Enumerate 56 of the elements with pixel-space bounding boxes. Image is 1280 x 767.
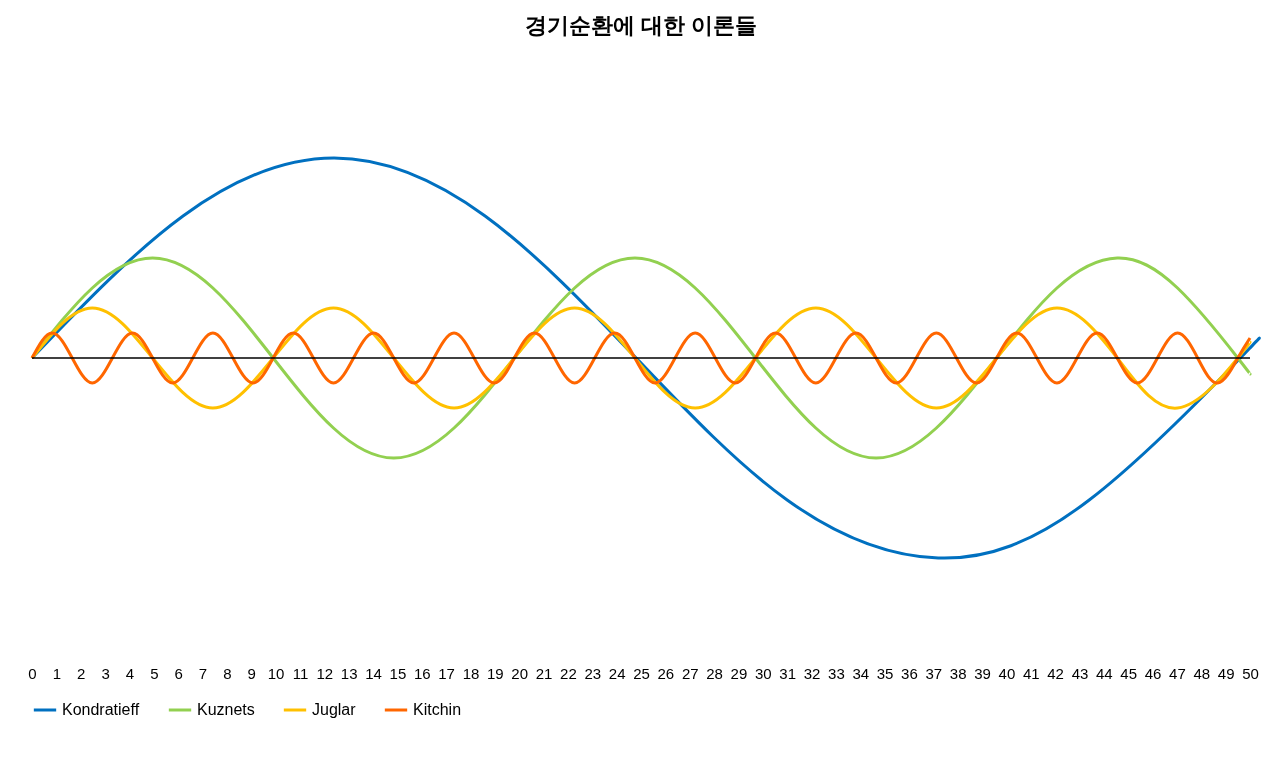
x-tick-label: 42 [1047,664,1064,682]
x-tick-label: 31 [779,664,796,682]
x-tick-label: 19 [487,664,504,682]
x-tick-label: 10 [267,664,285,682]
x-tick-label: 12 [316,664,334,682]
x-tick-label: 4 [125,664,135,682]
x-tick-label: 7 [198,664,208,682]
x-tick-label: 37 [925,664,943,682]
legend-label: Kitchin [413,701,462,718]
x-tick-label: 15 [389,664,407,682]
x-tick-label: 16 [413,664,431,682]
x-tick-label: 5 [150,664,159,682]
x-tick-label: 48 [1193,664,1211,682]
x-tick-label: 23 [584,664,602,682]
x-tick-label: 32 [803,664,821,682]
x-tick-label: 21 [535,664,553,682]
x-tick-label: 39 [974,664,991,682]
x-tick-label: 24 [608,664,626,682]
x-tick-label: 40 [998,664,1016,682]
x-tick-label: 38 [949,664,967,682]
x-tick-label: 28 [706,664,723,682]
x-tick-label: 1 [52,664,62,682]
x-tick-label: 26 [657,664,675,682]
x-tick-label: 25 [633,664,650,682]
x-tick-label: 30 [754,664,772,682]
x-tick-label: 44 [1096,664,1113,682]
x-tick-label: 2 [77,664,86,682]
x-tick-label: 3 [101,664,110,682]
x-tick-label: 0 [28,664,37,682]
x-tick-label: 13 [340,664,358,682]
legend-label: Kondratieff [62,701,140,718]
x-tick-label: 8 [223,664,232,682]
x-tick-label: 11 [292,664,309,682]
x-tick-label: 46 [1144,664,1162,682]
x-tick-label: 35 [876,664,894,682]
x-tick-label: 45 [1120,664,1138,682]
x-tick-label: 6 [174,664,183,682]
x-tick-label: 43 [1071,664,1089,682]
chart-title: 경기순환에 대한 이론들 [524,13,758,38]
x-tick-label: 33 [828,664,845,682]
x-tick-label: 34 [852,664,870,682]
x-tick-label: 36 [901,664,918,682]
legend-label: Kuznets [197,701,255,718]
x-tick-label: 29 [730,664,748,682]
x-tick-label: 49 [1217,664,1235,682]
x-tick-label: 22 [560,664,577,682]
x-tick-label: 14 [365,664,382,682]
x-tick-label: 17 [438,664,455,682]
x-tick-label: 41 [1022,664,1040,682]
x-tick-label: 9 [247,664,256,682]
legend-label: Juglar [312,701,357,718]
x-tick-label: 20 [511,664,529,682]
x-tick-label: 50 [1242,664,1259,682]
x-tick-label: 18 [462,664,480,682]
x-tick-label: 47 [1169,664,1186,682]
x-tick-label: 27 [681,664,699,682]
